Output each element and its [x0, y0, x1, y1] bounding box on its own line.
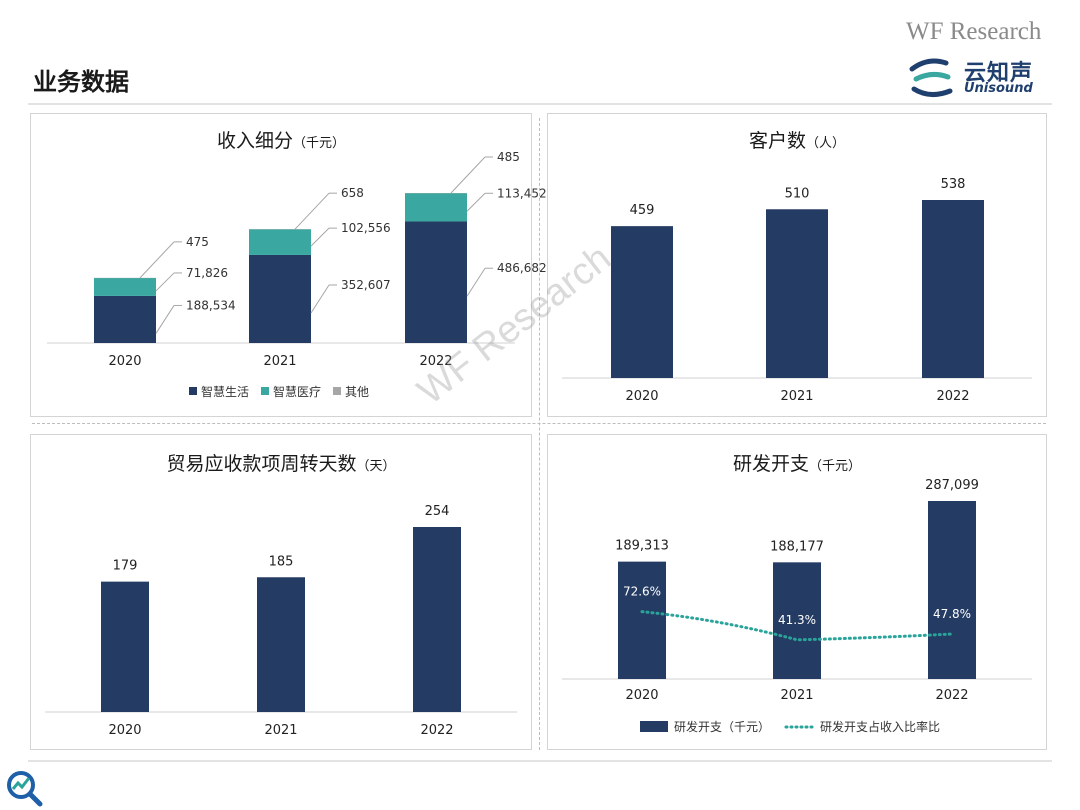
- customers-title-text: 客户数: [748, 130, 806, 152]
- rd-expense-panel: 研发开支（千元） 189,313 2020 188,177 2021 287,099 20…: [547, 434, 1047, 750]
- receivable-title-text: 贸易应收款项周转天数: [166, 453, 357, 475]
- customers-unit-text: （人）: [806, 136, 846, 151]
- leader-line-智慧生活-2021: [310, 284, 330, 314]
- revenue-title-text: 收入细分: [216, 130, 293, 152]
- brand-text: WF Research: [906, 18, 1042, 45]
- vertical-dashed-divider: [539, 118, 540, 750]
- legend-label-ratio: 研发开支占收入比率比: [820, 719, 940, 734]
- data-label-2021: 185: [269, 554, 294, 569]
- x-tick-label-2021: 2021: [780, 688, 813, 703]
- data-label-智慧医疗-2021: 102,556: [341, 221, 391, 235]
- bar-智慧生活-2020: [94, 295, 156, 343]
- leader-line-智慧生活-2020: [155, 305, 175, 334]
- x-tick-label-2021: 2021: [264, 723, 297, 738]
- x-tick-label-2020: 2020: [108, 723, 141, 738]
- logo-chinese-text: 云知声: [964, 61, 1034, 86]
- legend-label-智慧医疗: 智慧医疗: [273, 384, 321, 399]
- data-label-2022: 538: [941, 177, 966, 192]
- bar-rd-2021: [773, 562, 821, 679]
- data-label-智慧医疗-2020: 71,826: [186, 266, 228, 280]
- x-tick-label-2020: 2020: [108, 354, 141, 369]
- data-label-ratio-2022: 47.8%: [933, 607, 971, 621]
- data-label-其他-2020: 475: [186, 235, 209, 249]
- x-tick-label-2022: 2022: [936, 389, 969, 404]
- rd-expense-chart: 189,313 2020 188,177 2021 287,099 2022 72.6% 41…: [562, 478, 1032, 734]
- x-tick-label-2021: 2021: [780, 389, 813, 404]
- leader-line-智慧医疗-2021: [310, 227, 330, 247]
- header-divider: [28, 103, 1052, 105]
- leader-line-其他-2020: [139, 241, 175, 279]
- x-tick-label-2022: 2022: [419, 354, 452, 369]
- data-label-智慧医疗-2022: 113,452: [497, 186, 547, 200]
- data-label-rd-2021: 188,177: [770, 539, 824, 554]
- x-tick-label-2021: 2021: [263, 354, 296, 369]
- legend-label-rd: 研发开支（千元）: [674, 719, 770, 734]
- revenue-breakdown-chart: 188,534 71,826 475 2020 352,607 102,556 658 202…: [47, 150, 547, 399]
- data-label-ratio-2020: 72.6%: [623, 585, 661, 599]
- footer-divider: [28, 760, 1052, 762]
- bar-2022: [413, 527, 461, 712]
- data-label-其他-2022: 485: [497, 150, 520, 164]
- revenue-unit-text: （千元）: [293, 136, 346, 151]
- magnifier-chart-icon: [7, 771, 43, 807]
- legend-swatch-智慧医疗: [261, 387, 269, 395]
- logo-english-text: Unisound: [964, 81, 1033, 96]
- data-label-2020: 179: [113, 559, 138, 574]
- leader-line-智慧医疗-2020: [155, 272, 175, 292]
- legend-swatch-其他: [333, 387, 341, 395]
- data-label-智慧生活-2021: 352,607: [341, 278, 391, 292]
- data-label-2022: 254: [425, 504, 450, 519]
- data-label-智慧生活-2020: 188,534: [186, 298, 236, 312]
- data-label-rd-2020: 189,313: [615, 539, 669, 554]
- ratio-line: [640, 610, 954, 642]
- bar-智慧生活-2022: [405, 221, 467, 343]
- bar-2022: [922, 200, 984, 378]
- bar-智慧医疗-2020: [94, 277, 156, 296]
- legend-swatch-智慧生活: [189, 387, 197, 395]
- legend-label-智慧生活: 智慧生活: [201, 384, 249, 399]
- x-tick-label-2022: 2022: [420, 723, 453, 738]
- bar-rd-2020: [618, 561, 666, 679]
- bar-2021: [766, 209, 828, 378]
- data-label-ratio-2021: 41.3%: [778, 613, 816, 627]
- leader-line-其他-2022: [450, 156, 486, 194]
- leader-line-智慧医疗-2022: [466, 192, 486, 212]
- x-tick-label-2020: 2020: [625, 688, 658, 703]
- customers-panel: 客户数（人） 459 2020 510 2021 538 2022: [547, 113, 1047, 417]
- leader-line-智慧生活-2022: [466, 267, 486, 297]
- bar-2020: [101, 581, 149, 712]
- rd-expense-title: 研发开支（千元）: [548, 449, 1046, 476]
- data-label-2021: 510: [785, 186, 810, 201]
- rd-unit-text: （千元）: [809, 459, 862, 474]
- page-title: 业务数据: [33, 68, 129, 96]
- bar-2021: [257, 577, 305, 712]
- receivable-days-panel: 贸易应收款项周转天数（天） 179 2020 185 2021 254 2022: [30, 434, 532, 750]
- customers-chart: 459 2020 510 2021 538 2022: [562, 177, 1032, 404]
- legend-swatch-rd: [640, 721, 668, 732]
- unisound-logo-mark: [909, 58, 953, 97]
- bar-智慧生活-2021: [249, 254, 311, 343]
- leader-line-其他-2021: [294, 192, 330, 230]
- customers-title: 客户数（人）: [548, 126, 1046, 153]
- bar-智慧医疗-2021: [249, 229, 311, 255]
- revenue-breakdown-title: 收入细分（千元）: [31, 126, 531, 153]
- data-label-智慧生活-2022: 486,682: [497, 261, 547, 275]
- data-label-其他-2021: 658: [341, 186, 364, 200]
- receivable-days-chart: 179 2020 185 2021 254 2022: [45, 504, 517, 738]
- x-tick-label-2022: 2022: [935, 688, 968, 703]
- unisound-logo: 云知声 Unisound: [906, 55, 1056, 101]
- x-tick-label-2020: 2020: [625, 389, 658, 404]
- receivable-unit-text: （天）: [356, 459, 396, 474]
- legend-label-其他: 其他: [345, 385, 369, 399]
- data-label-2020: 459: [630, 203, 655, 218]
- data-label-rd-2022: 287,099: [925, 478, 979, 493]
- bar-2020: [611, 226, 673, 378]
- bar-rd-2022: [928, 501, 976, 679]
- revenue-breakdown-panel: 收入细分（千元） 188,534 71,826 475 2020 352,607 102,…: [30, 113, 547, 417]
- rd-title-text: 研发开支: [732, 453, 809, 475]
- receivable-days-title: 贸易应收款项周转天数（天）: [31, 449, 531, 476]
- bar-智慧医疗-2022: [405, 193, 467, 222]
